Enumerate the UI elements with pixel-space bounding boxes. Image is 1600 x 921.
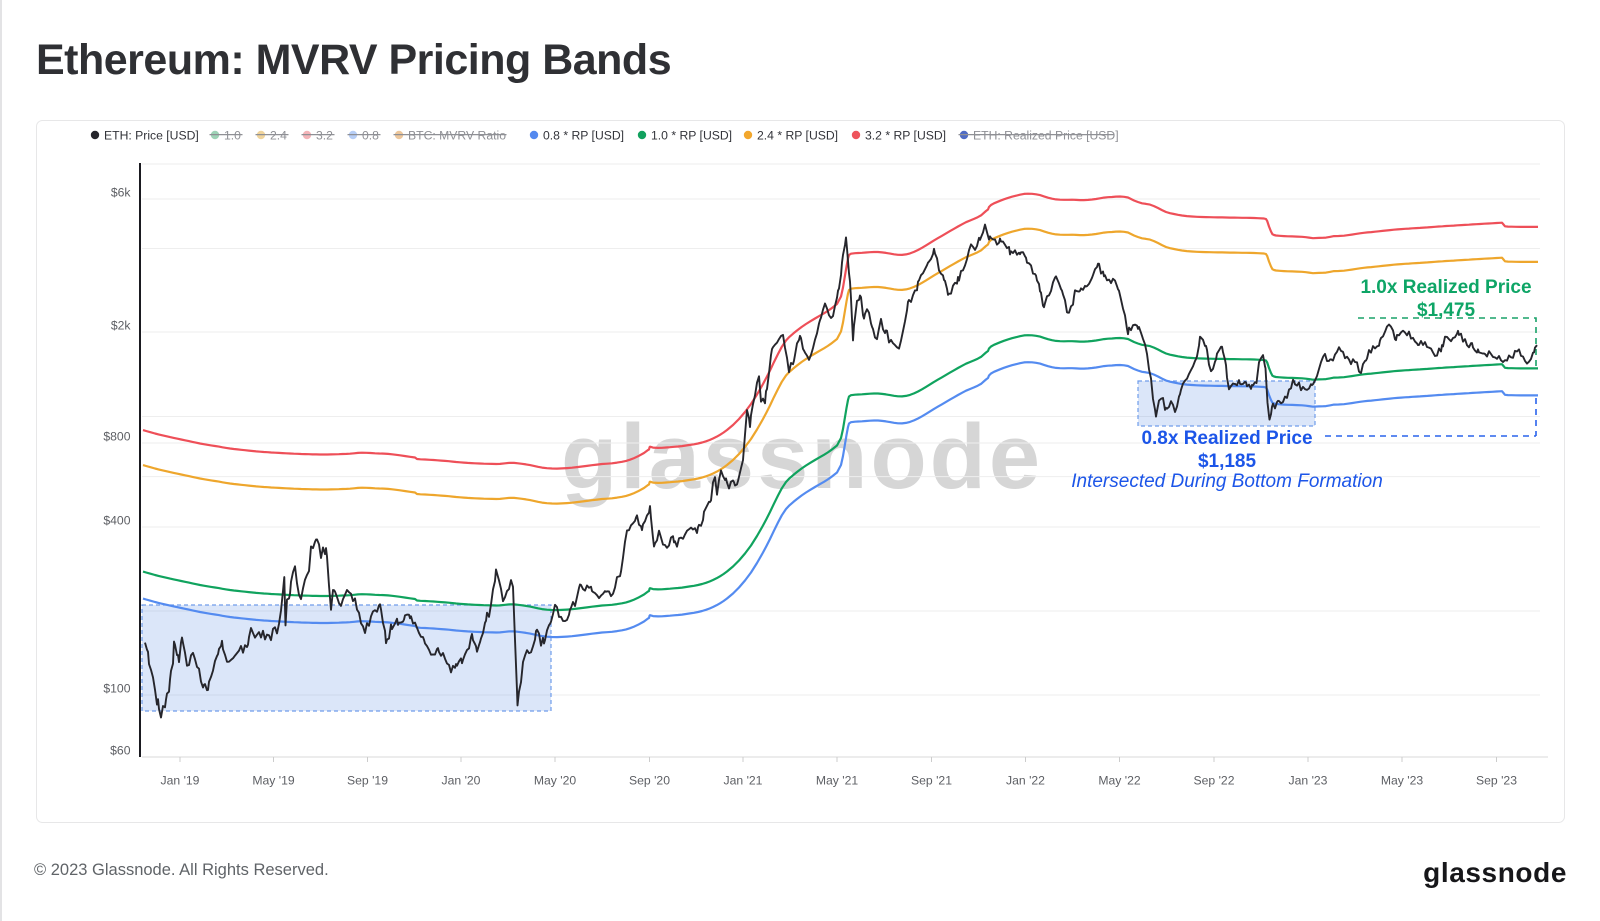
svg-text:May '19: May '19 — [252, 774, 295, 788]
svg-text:Jan '21: Jan '21 — [724, 774, 763, 788]
svg-text:$1,475: $1,475 — [1417, 300, 1476, 321]
svg-text:May '23: May '23 — [1381, 774, 1424, 788]
svg-text:1.0 * RP [USD]: 1.0 * RP [USD] — [651, 128, 732, 142]
svg-text:Sep '22: Sep '22 — [1194, 774, 1235, 788]
svg-text:$1,185: $1,185 — [1198, 451, 1257, 472]
svg-text:Sep '19: Sep '19 — [347, 774, 388, 788]
svg-text:May '21: May '21 — [816, 774, 859, 788]
svg-text:May '22: May '22 — [1098, 774, 1141, 788]
svg-text:ETH: Realized Price [USD]: ETH: Realized Price [USD] — [973, 128, 1119, 142]
svg-text:Sep '23: Sep '23 — [1476, 774, 1517, 788]
svg-text:0.8 * RP [USD]: 0.8 * RP [USD] — [543, 128, 624, 142]
svg-text:2.4: 2.4 — [270, 128, 287, 142]
svg-text:0.8: 0.8 — [362, 128, 379, 142]
svg-text:Sep '21: Sep '21 — [911, 774, 952, 788]
svg-text:3.2: 3.2 — [316, 128, 333, 142]
svg-text:BTC: MVRV Ratio: BTC: MVRV Ratio — [408, 128, 506, 142]
svg-text:© 2023 Glassnode. All Rights R: © 2023 Glassnode. All Rights Reserved. — [34, 861, 329, 879]
svg-text:$6k: $6k — [111, 186, 132, 200]
svg-text:ETH: Price [USD]: ETH: Price [USD] — [104, 128, 199, 142]
svg-text:0.8x Realized Price: 0.8x Realized Price — [1141, 428, 1312, 449]
svg-text:2.4 * RP [USD]: 2.4 * RP [USD] — [757, 128, 838, 142]
svg-text:glassnode: glassnode — [1423, 857, 1567, 888]
svg-text:1.0: 1.0 — [224, 128, 241, 142]
svg-text:Sep '20: Sep '20 — [629, 774, 670, 788]
svg-text:Jan '19: Jan '19 — [161, 774, 200, 788]
svg-text:3.2 * RP [USD]: 3.2 * RP [USD] — [865, 128, 946, 142]
svg-text:$60: $60 — [110, 743, 131, 757]
svg-text:$400: $400 — [103, 514, 130, 528]
svg-text:May '20: May '20 — [534, 774, 577, 788]
svg-text:Jan '22: Jan '22 — [1006, 774, 1045, 788]
svg-text:$100: $100 — [103, 682, 130, 696]
svg-text:Jan '23: Jan '23 — [1289, 774, 1328, 788]
svg-text:Jan '20: Jan '20 — [442, 774, 481, 788]
svg-text:$800: $800 — [103, 430, 130, 444]
svg-text:Intersected During Bottom Form: Intersected During Bottom Formation — [1071, 471, 1383, 492]
svg-text:Ethereum: MVRV Pricing Bands: Ethereum: MVRV Pricing Bands — [36, 36, 671, 84]
svg-text:1.0x Realized Price: 1.0x Realized Price — [1360, 277, 1531, 298]
svg-text:glassnode: glassnode — [561, 406, 1043, 508]
svg-text:$2k: $2k — [111, 319, 132, 333]
